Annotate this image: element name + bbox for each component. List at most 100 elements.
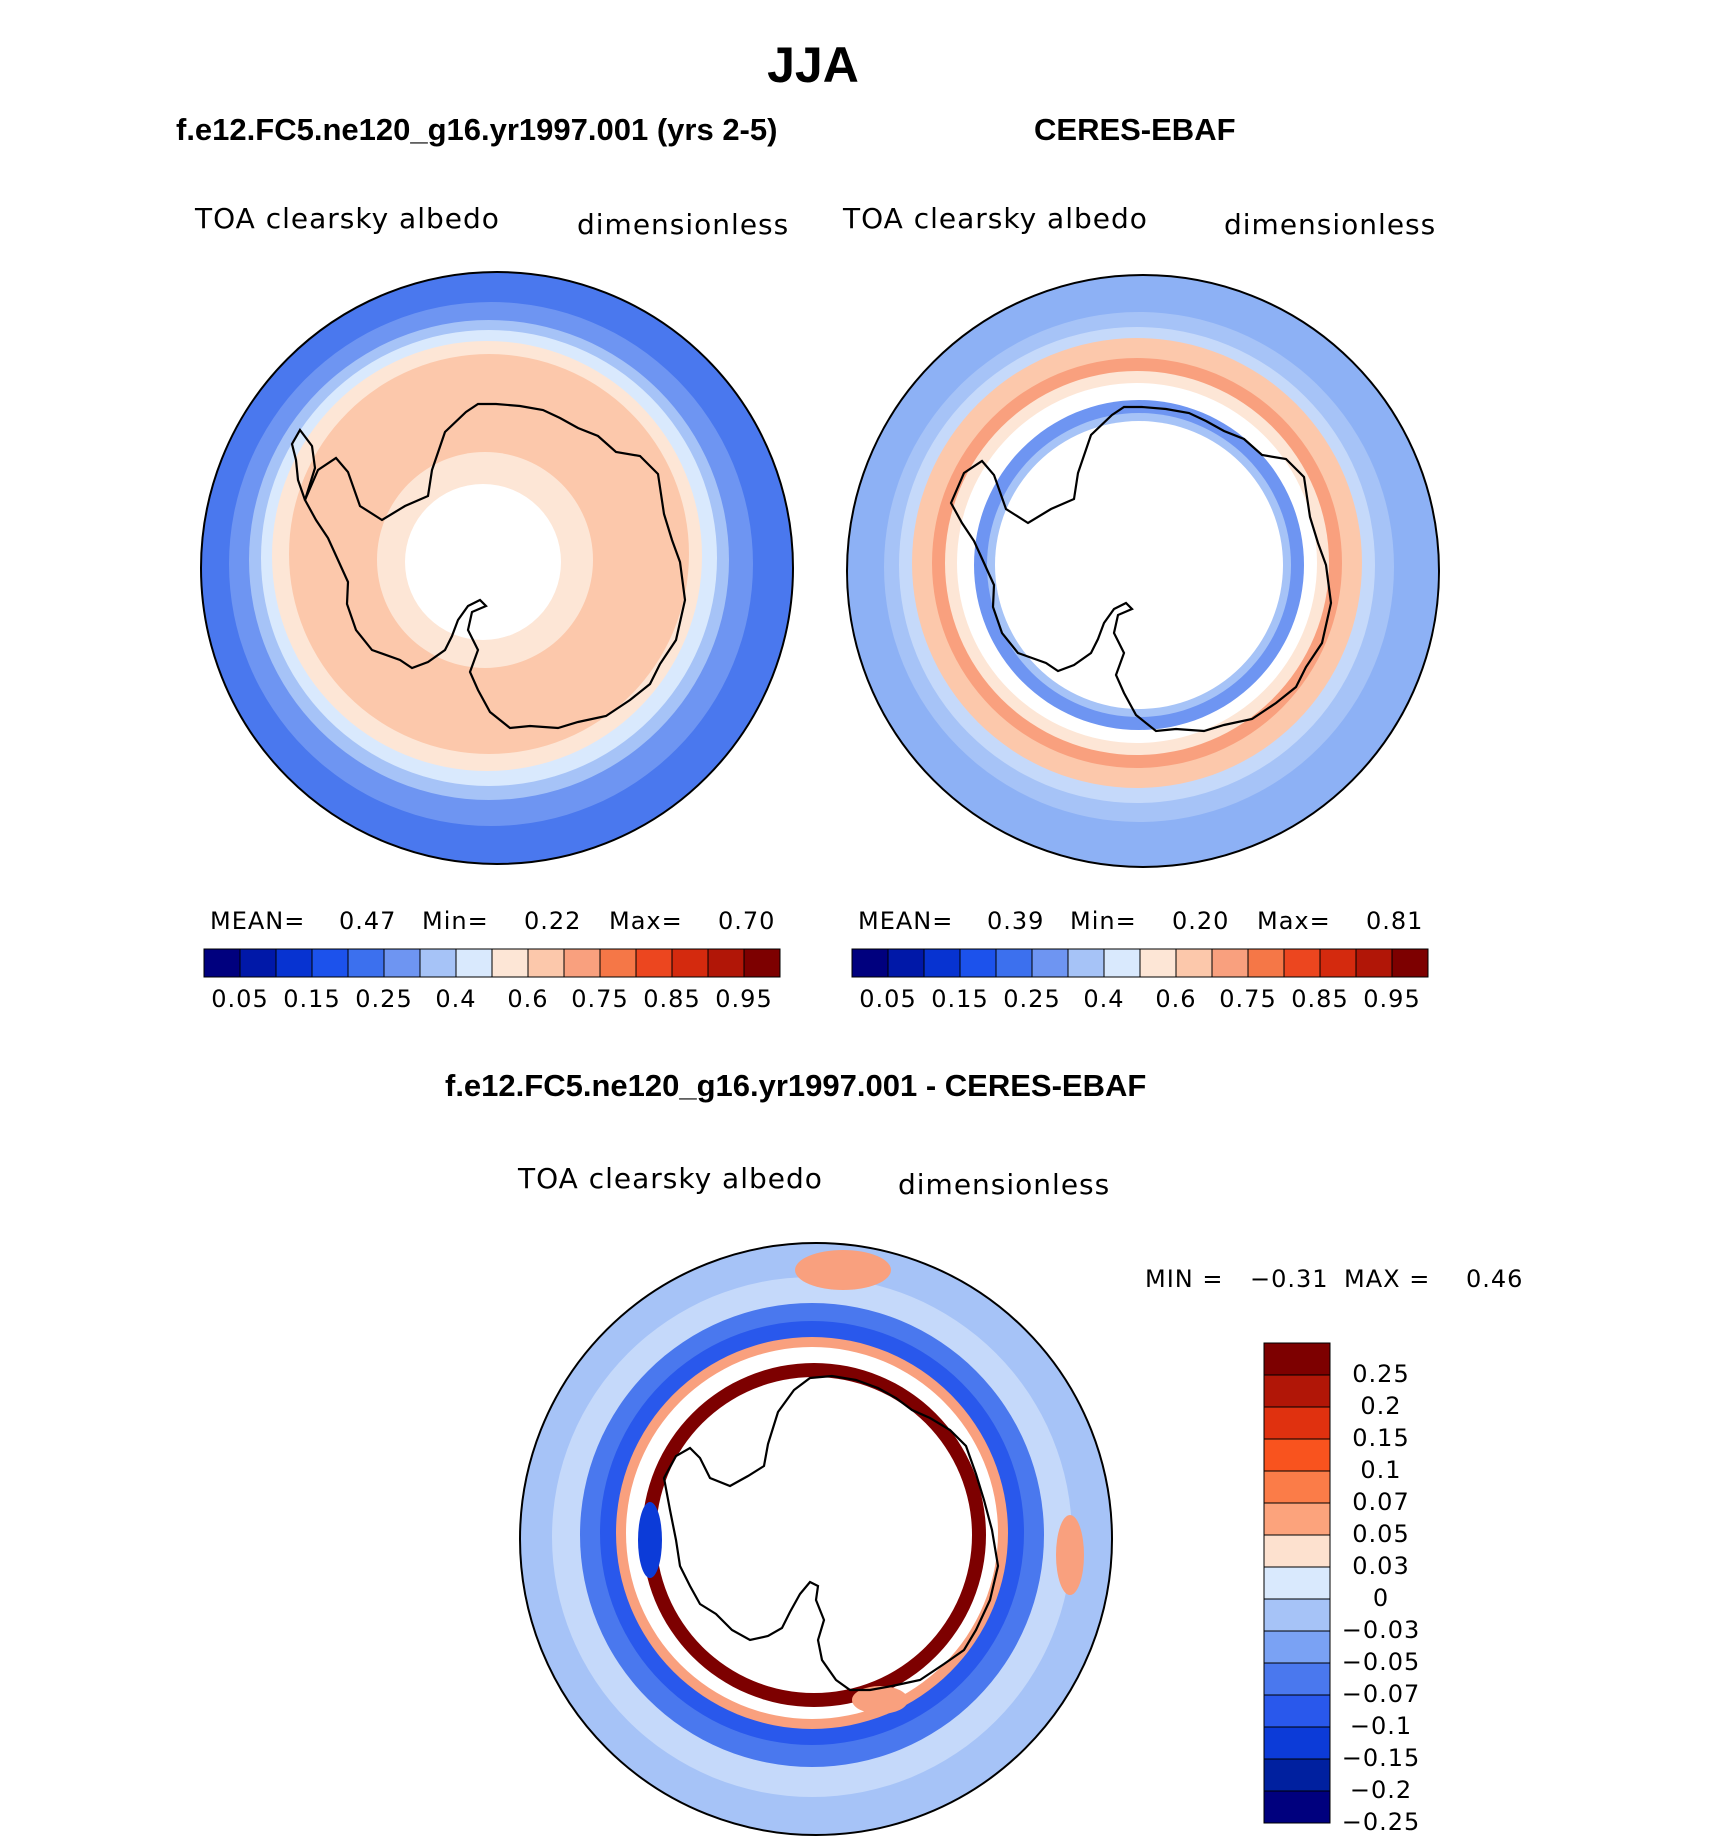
diff-colorbar-swatch-3 xyxy=(1263,1438,1331,1472)
obs-map xyxy=(847,275,1439,867)
diff-units-label: dimensionless xyxy=(898,1168,1111,1201)
obs-colorbar-swatch-15 xyxy=(1391,948,1429,978)
model-min-value: 0.22 xyxy=(524,907,582,935)
diff-colorbar-swatch-8 xyxy=(1263,1598,1331,1632)
diff-anomaly-patch-1 xyxy=(1056,1515,1084,1595)
diff-colorbar-swatch-1 xyxy=(1263,1374,1331,1408)
obs-colorbar-swatch-2 xyxy=(923,948,961,978)
diff-colorbar-tick-label: 0.1 xyxy=(1360,1456,1402,1484)
diff-anomaly-patch-2 xyxy=(852,1686,908,1714)
model-map xyxy=(201,272,793,864)
obs-mean-value: 0.39 xyxy=(987,907,1045,935)
diff-colorbar-tick-label: 0.05 xyxy=(1352,1520,1410,1548)
model-colorbar-swatch-8 xyxy=(491,948,529,978)
model-colorbar-swatch-2 xyxy=(275,948,313,978)
model-colorbar-swatch-7 xyxy=(455,948,493,978)
diff-colorbar-tick-label: −0.05 xyxy=(1341,1648,1421,1676)
model-colorbar-swatch-4 xyxy=(347,948,385,978)
diff-max-label: MAX = xyxy=(1344,1265,1431,1293)
diff-colorbar-tick-label: 0.25 xyxy=(1352,1360,1410,1388)
obs-colorbar-swatch-9 xyxy=(1175,948,1213,978)
obs-colorbar-swatch-7 xyxy=(1103,948,1141,978)
obs-colorbar-tick-label: 0.75 xyxy=(1219,985,1277,1013)
model-colorbar-swatch-15 xyxy=(743,948,781,978)
diff-colorbar-swatch-0 xyxy=(1263,1342,1331,1376)
diff-colorbar-tick-label: 0.07 xyxy=(1352,1488,1410,1516)
obs-colorbar-swatch-1 xyxy=(887,948,925,978)
diff-colorbar-tick-label: −0.15 xyxy=(1341,1744,1421,1772)
model-colorbar-swatch-14 xyxy=(707,948,745,978)
diff-colorbar-swatch-12 xyxy=(1263,1726,1331,1760)
model-max-value: 0.70 xyxy=(718,907,776,935)
obs-colorbar-swatch-4 xyxy=(995,948,1033,978)
model-colorbar-tick-label: 0.85 xyxy=(643,985,701,1013)
diff-colorbar-swatch-14 xyxy=(1263,1790,1331,1824)
model-units-label: dimensionless xyxy=(577,208,790,241)
model-colorbar-swatch-5 xyxy=(383,948,421,978)
obs-colorbar-tick-label: 0.15 xyxy=(931,985,989,1013)
obs-colorbar-swatch-12 xyxy=(1283,948,1321,978)
diff-band-7 xyxy=(656,1377,972,1693)
model-panel-title: f.e12.FC5.ne120_g16.yr1997.001 (yrs 2-5) xyxy=(176,112,778,147)
diff-colorbar-tick-label: −0.03 xyxy=(1341,1616,1421,1644)
obs-colorbar-swatch-0 xyxy=(851,948,889,978)
diff-max-value: 0.46 xyxy=(1466,1265,1524,1293)
antarctica-coastline xyxy=(949,405,1333,733)
model-band-7 xyxy=(405,484,561,640)
obs-max-label: Max= xyxy=(1257,907,1331,935)
diff-colorbar-tick-label: −0.07 xyxy=(1341,1680,1421,1708)
diff-colorbar-tick-label: 0.2 xyxy=(1360,1392,1402,1420)
figure-title: JJA xyxy=(767,37,859,93)
model-colorbar-tick-label: 0.75 xyxy=(571,985,629,1013)
obs-panel-title: CERES-EBAF xyxy=(1034,112,1236,147)
model-colorbar-swatch-12 xyxy=(635,948,673,978)
diff-min-label: MIN = xyxy=(1145,1265,1224,1293)
obs-colorbar-swatch-14 xyxy=(1355,948,1393,978)
model-colorbar-swatch-1 xyxy=(239,948,277,978)
obs-colorbar-tick-label: 0.85 xyxy=(1291,985,1349,1013)
obs-colorbar-swatch-5 xyxy=(1031,948,1069,978)
obs-units-label: dimensionless xyxy=(1224,208,1437,241)
diff-anomaly-patch-0 xyxy=(795,1250,891,1290)
model-colorbar-swatch-0 xyxy=(203,948,241,978)
obs-colorbar-swatch-3 xyxy=(959,948,997,978)
diff-colorbar-swatch-10 xyxy=(1263,1662,1331,1696)
obs-colorbar-swatch-13 xyxy=(1319,948,1357,978)
obs-colorbar-tick-label: 0.6 xyxy=(1155,985,1197,1013)
diff-colorbar-tick-label: 0.15 xyxy=(1352,1424,1410,1452)
obs-mean-label: MEAN= xyxy=(858,907,954,935)
diff-colorbar xyxy=(1263,1342,1331,1824)
diff-colorbar-tick-label: −0.25 xyxy=(1341,1808,1421,1836)
diff-min-value: −0.31 xyxy=(1250,1265,1329,1293)
diff-colorbar-tick-label: 0.03 xyxy=(1352,1552,1410,1580)
diff-panel-title: f.e12.FC5.ne120_g16.yr1997.001 - CERES-E… xyxy=(445,1068,1147,1103)
antarctic-peninsula-coastline xyxy=(290,428,317,501)
diff-colorbar-tick-label: −0.2 xyxy=(1349,1776,1413,1804)
obs-variable-label: TOA clearsky albedo xyxy=(843,202,1148,235)
model-colorbar-tick-label: 0.4 xyxy=(435,985,477,1013)
obs-min-value: 0.20 xyxy=(1172,907,1230,935)
diff-colorbar-swatch-4 xyxy=(1263,1470,1331,1504)
model-map-border xyxy=(200,271,794,865)
obs-colorbar-swatch-11 xyxy=(1247,948,1285,978)
obs-colorbar-tick-label: 0.05 xyxy=(859,985,917,1013)
model-colorbar-swatch-11 xyxy=(599,948,637,978)
diff-colorbar-swatch-9 xyxy=(1263,1630,1331,1664)
obs-colorbar-tick-label: 0.4 xyxy=(1083,985,1125,1013)
model-min-label: Min= xyxy=(422,907,489,935)
diff-colorbar-swatch-6 xyxy=(1263,1534,1331,1568)
obs-map-border xyxy=(846,274,1440,868)
obs-colorbar-swatch-8 xyxy=(1139,948,1177,978)
obs-colorbar-tick-label: 0.25 xyxy=(1003,985,1061,1013)
model-mean-value: 0.47 xyxy=(339,907,397,935)
obs-max-value: 0.81 xyxy=(1366,907,1424,935)
obs-colorbar-swatch-6 xyxy=(1067,948,1105,978)
antarctica-coastline xyxy=(662,1374,1000,1692)
diff-colorbar-swatch-13 xyxy=(1263,1758,1331,1792)
model-max-label: Max= xyxy=(609,907,683,935)
model-colorbar-tick-label: 0.05 xyxy=(211,985,269,1013)
obs-min-label: Min= xyxy=(1070,907,1137,935)
diff-variable-label: TOA clearsky albedo xyxy=(518,1162,823,1195)
model-mean-label: MEAN= xyxy=(210,907,306,935)
